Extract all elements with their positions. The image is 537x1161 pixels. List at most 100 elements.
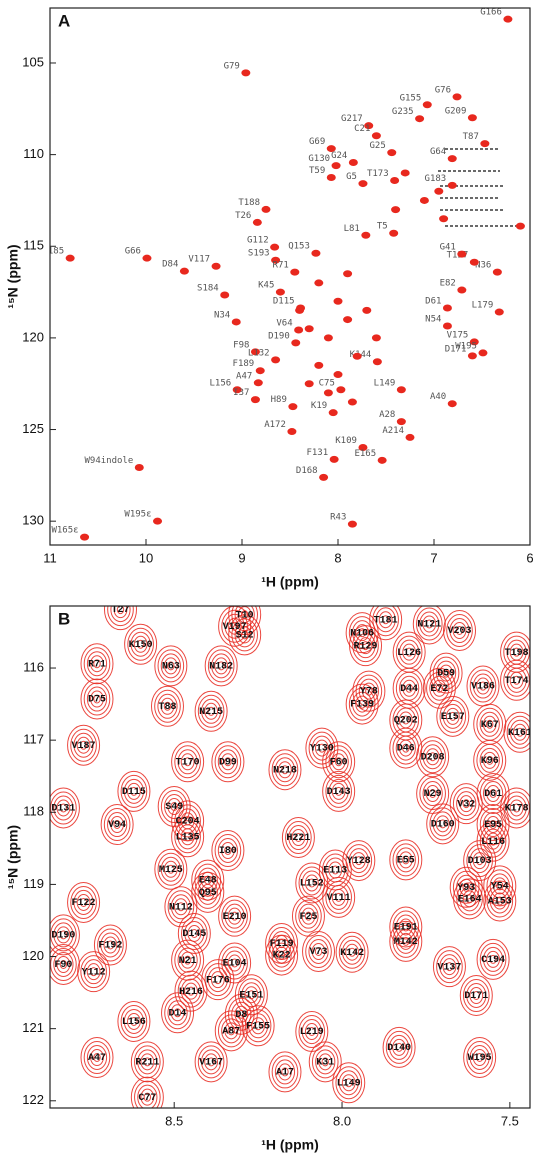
peak-contour [268,1051,302,1093]
peak-label: K150 [129,640,153,651]
peak-label: N106 [350,628,374,639]
peak-label: T59 [309,166,325,176]
peak-label: D115 [273,297,295,307]
peak-label: L219 [300,1027,324,1038]
peak-label: F119 [270,939,294,950]
y-tick-label: 117 [23,732,44,747]
peak-label: W195 [468,1053,492,1064]
peak-label: N21 [179,956,197,967]
peak-contour [80,643,114,685]
peak [515,222,525,230]
peak-label: G217 [341,114,363,124]
peak-contour [422,667,456,709]
peak-contour [204,645,238,687]
peak-contour [234,974,268,1016]
peak-label: V32 [457,799,475,810]
peak-label: M142 [394,937,418,948]
peak-contour [500,631,530,673]
peak-contour [392,667,426,709]
peak [377,456,387,464]
peak [391,206,401,214]
peak-contour [194,1041,228,1083]
peak [255,367,265,375]
peak-contour [177,913,211,954]
peak-label: V186 [471,682,495,693]
peak-contour [322,770,356,812]
peak [371,334,381,342]
peak-label: D61 [484,789,502,800]
x-tick-label: 7 [430,550,437,565]
peak [231,318,241,326]
peak [336,386,346,394]
peak-label: G185 [42,247,64,257]
peak [304,380,314,388]
peak-label: E55 [397,856,415,867]
peak-label: R71 [88,659,106,670]
peak-label: S12 [236,630,254,641]
peak-contour [77,951,111,993]
peak-contour [382,1026,416,1068]
peak-label: Q95 [199,888,217,899]
peak-label: T174 [505,676,529,687]
peak-contour [345,612,379,654]
peak-label: K31 [316,1057,334,1068]
peak-contour [103,606,137,631]
peak-contour [164,886,198,928]
peak [333,371,343,379]
peak-label: K142 [340,948,364,959]
peak-contour [476,939,510,980]
peak [415,115,425,123]
peak-label: T27 [111,605,129,616]
peak-label: K67 [481,720,499,731]
peak-label: I37 [233,388,249,398]
peak-label: E72 [430,684,448,695]
peak-label: G235 [392,107,414,117]
peak [371,132,381,140]
peak-contour [389,920,423,962]
peak-label: E113 [323,866,347,877]
peak-label: L149 [337,1078,361,1089]
peak-label: L179 [472,301,494,311]
peak-contour [50,914,80,956]
peak-label: S193 [248,249,270,259]
peak [503,15,513,23]
peak-label: E82 [440,279,456,289]
peak-label: F98 [233,340,249,350]
x-tick-label: 11 [43,550,57,565]
peak [494,308,504,316]
peak-label: L156 [210,378,232,388]
peak-label: V73 [310,947,328,958]
peak [469,258,479,266]
peak [452,93,462,101]
peak [294,326,304,334]
peak-label: V187 [72,741,96,752]
peak [447,181,457,189]
peak-label: F155 [246,1021,270,1032]
peak-label: L135 [176,832,200,843]
peak-contour [416,736,450,778]
peak-contour [191,871,225,913]
x-tick-label: 8 [334,550,341,565]
peak-contour [335,931,369,973]
y-tick-label: 122 [22,1092,44,1107]
peak [480,140,490,148]
peak [442,304,452,312]
peak-label: T87 [463,132,479,142]
peak [419,196,429,204]
peak-label: G41 [440,243,456,253]
peak-label: E210 [223,912,247,923]
peak-label: V197 [223,622,247,633]
peak [295,306,305,314]
peak-label: H89 [271,395,287,405]
peak [253,379,263,387]
peak-label: F189 [233,359,255,369]
peak-label: Q153 [288,242,310,252]
peak-label: A40 [430,392,446,402]
peak [348,159,358,167]
peak-contour [389,699,423,741]
peak-label: K19 [311,401,327,411]
peak-label: D99 [219,757,237,768]
peak-label: L132 [248,348,270,358]
